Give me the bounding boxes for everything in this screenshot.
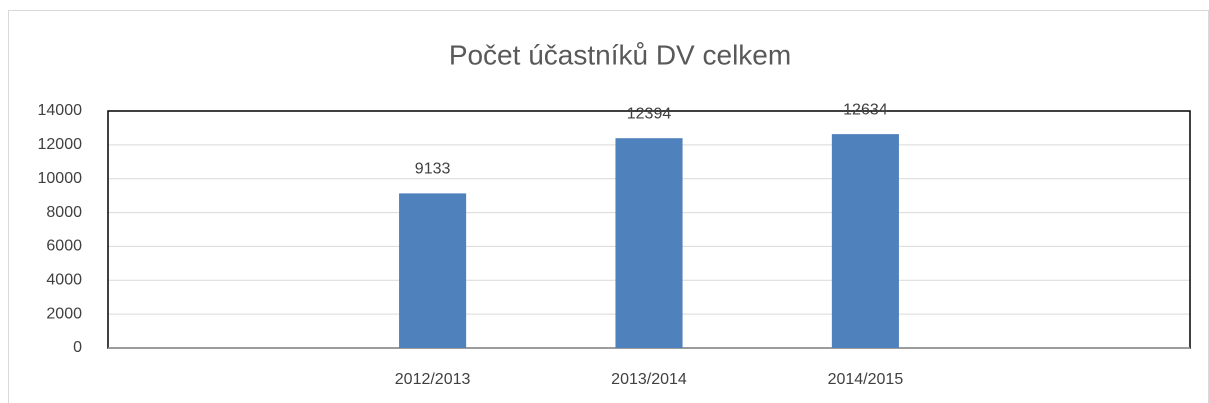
data-label: 9133 (415, 161, 451, 178)
y-tick-label: 14000 (38, 102, 83, 119)
y-tick-label: 10000 (38, 170, 83, 187)
bar (831, 134, 899, 348)
y-tick-label: 12000 (38, 136, 83, 153)
y-tick-label: 0 (73, 339, 82, 356)
data-label: 12394 (627, 105, 672, 122)
x-tick-label: 2012/2013 (395, 371, 471, 388)
y-tick-label: 4000 (46, 272, 82, 289)
y-tick-label: 8000 (46, 204, 82, 221)
x-tick-label: 2014/2015 (828, 371, 904, 388)
bar (399, 193, 467, 348)
chart-title: Počet účastníků DV celkem (449, 39, 791, 70)
y-tick-label: 6000 (46, 238, 82, 255)
bar (615, 138, 683, 348)
data-label: 12634 (843, 101, 888, 118)
y-tick-label: 2000 (46, 305, 82, 322)
x-tick-label: 2013/2014 (611, 371, 687, 388)
